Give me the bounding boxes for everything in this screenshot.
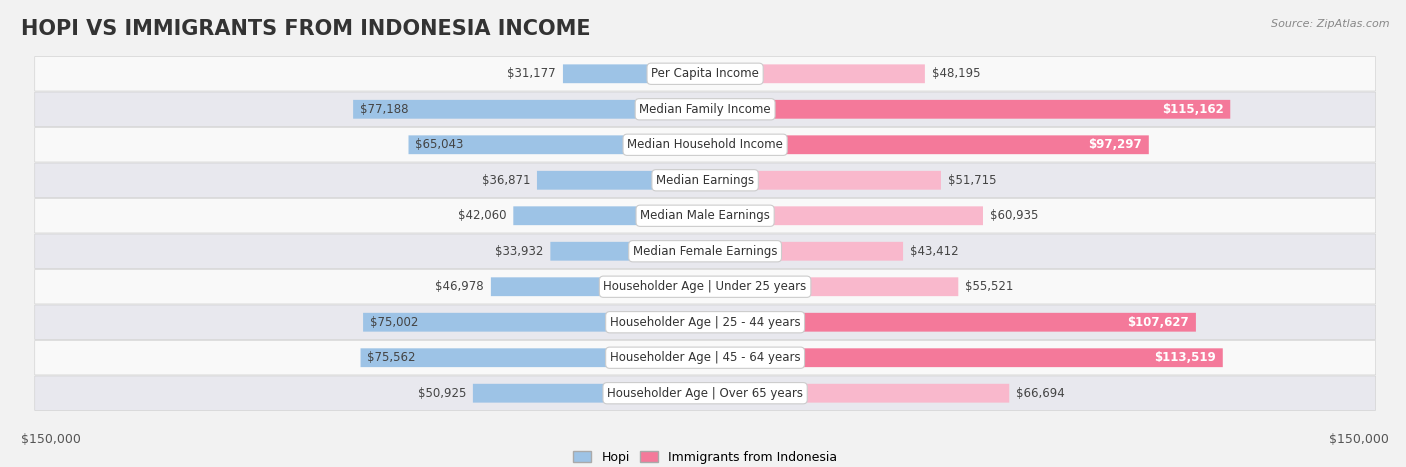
FancyBboxPatch shape xyxy=(704,242,903,261)
FancyBboxPatch shape xyxy=(513,206,706,225)
FancyBboxPatch shape xyxy=(704,384,1010,403)
Text: $77,188: $77,188 xyxy=(360,103,409,116)
Text: $150,000: $150,000 xyxy=(1329,433,1389,446)
FancyBboxPatch shape xyxy=(704,100,1230,119)
Text: $60,935: $60,935 xyxy=(990,209,1038,222)
Text: Householder Age | Over 65 years: Householder Age | Over 65 years xyxy=(607,387,803,400)
Text: $75,562: $75,562 xyxy=(367,351,416,364)
Text: $107,627: $107,627 xyxy=(1128,316,1189,329)
Text: HOPI VS IMMIGRANTS FROM INDONESIA INCOME: HOPI VS IMMIGRANTS FROM INDONESIA INCOME xyxy=(21,19,591,39)
FancyBboxPatch shape xyxy=(472,384,706,403)
FancyBboxPatch shape xyxy=(704,135,1149,154)
Text: $115,162: $115,162 xyxy=(1161,103,1223,116)
Text: Householder Age | Under 25 years: Householder Age | Under 25 years xyxy=(603,280,807,293)
Text: $75,002: $75,002 xyxy=(370,316,419,329)
Legend: Hopi, Immigrants from Indonesia: Hopi, Immigrants from Indonesia xyxy=(568,446,842,467)
Text: Median Earnings: Median Earnings xyxy=(657,174,754,187)
FancyBboxPatch shape xyxy=(409,135,706,154)
Text: Source: ZipAtlas.com: Source: ZipAtlas.com xyxy=(1271,19,1389,28)
FancyBboxPatch shape xyxy=(491,277,706,296)
FancyBboxPatch shape xyxy=(35,269,1375,304)
FancyBboxPatch shape xyxy=(35,127,1375,162)
Text: $36,871: $36,871 xyxy=(482,174,530,187)
FancyBboxPatch shape xyxy=(35,234,1375,269)
FancyBboxPatch shape xyxy=(704,171,941,190)
Text: $66,694: $66,694 xyxy=(1017,387,1064,400)
Text: Median Household Income: Median Household Income xyxy=(627,138,783,151)
Text: Median Family Income: Median Family Income xyxy=(640,103,770,116)
FancyBboxPatch shape xyxy=(35,340,1375,375)
FancyBboxPatch shape xyxy=(35,376,1375,410)
Text: $50,925: $50,925 xyxy=(418,387,465,400)
FancyBboxPatch shape xyxy=(550,242,706,261)
Text: $33,932: $33,932 xyxy=(495,245,544,258)
FancyBboxPatch shape xyxy=(704,64,925,83)
FancyBboxPatch shape xyxy=(360,348,706,367)
FancyBboxPatch shape xyxy=(537,171,706,190)
Text: $55,521: $55,521 xyxy=(965,280,1014,293)
Text: $31,177: $31,177 xyxy=(508,67,557,80)
FancyBboxPatch shape xyxy=(704,348,1223,367)
FancyBboxPatch shape xyxy=(704,206,983,225)
FancyBboxPatch shape xyxy=(704,277,959,296)
FancyBboxPatch shape xyxy=(704,313,1197,332)
FancyBboxPatch shape xyxy=(562,64,706,83)
FancyBboxPatch shape xyxy=(35,57,1375,91)
Text: Householder Age | 45 - 64 years: Householder Age | 45 - 64 years xyxy=(610,351,800,364)
Text: $51,715: $51,715 xyxy=(948,174,997,187)
Text: $113,519: $113,519 xyxy=(1154,351,1216,364)
FancyBboxPatch shape xyxy=(35,163,1375,198)
Text: Median Female Earnings: Median Female Earnings xyxy=(633,245,778,258)
Text: $43,412: $43,412 xyxy=(910,245,959,258)
Text: $48,195: $48,195 xyxy=(932,67,980,80)
Text: Per Capita Income: Per Capita Income xyxy=(651,67,759,80)
Text: $46,978: $46,978 xyxy=(436,280,484,293)
Text: $65,043: $65,043 xyxy=(415,138,464,151)
Text: $97,297: $97,297 xyxy=(1088,138,1142,151)
FancyBboxPatch shape xyxy=(35,198,1375,233)
Text: Median Male Earnings: Median Male Earnings xyxy=(640,209,770,222)
Text: $42,060: $42,060 xyxy=(458,209,506,222)
FancyBboxPatch shape xyxy=(35,305,1375,340)
FancyBboxPatch shape xyxy=(353,100,706,119)
Text: $150,000: $150,000 xyxy=(21,433,82,446)
FancyBboxPatch shape xyxy=(363,313,706,332)
Text: Householder Age | 25 - 44 years: Householder Age | 25 - 44 years xyxy=(610,316,800,329)
FancyBboxPatch shape xyxy=(35,92,1375,127)
